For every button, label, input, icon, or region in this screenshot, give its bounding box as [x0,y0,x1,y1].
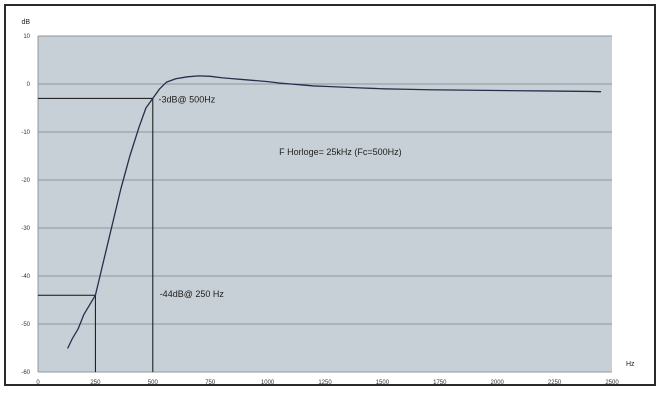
x-tick-label-2: 500 [148,380,159,386]
x-tick-label-7: 1750 [433,380,447,386]
plot-area [38,36,612,372]
x-tick-label-3: 750 [205,380,216,386]
y-tick-label-1: 0 [27,82,31,88]
x-tick-label-1: 250 [90,380,101,386]
x-tick-label-10: 2500 [605,380,619,386]
y-tick-label-5: -40 [21,274,30,280]
y-tick-label-6: -50 [21,322,30,328]
y-tick-label-3: -20 [21,178,30,184]
y-tick-label-0: 10 [23,34,30,40]
x-tick-label-8: 2000 [491,380,505,386]
frequency-response-series-line [67,75,602,349]
x-tick-label-9: 2250 [548,380,562,386]
annotation-label-1: F Horloge= 25kHz (Fc=500Hz) [279,147,402,157]
x-tick-label-4: 1000 [261,380,275,386]
annotation-label-2: -44dB@ 250 Hz [160,289,225,299]
y-unit-label: dB [21,19,30,26]
y-tick-label-7: -60 [21,370,30,376]
x-tick-label-0: 0 [36,380,40,386]
annotation-label-0: -3dB@ 500Hz [159,94,216,104]
x-tick-label-6: 1500 [376,380,390,386]
y-tick-label-4: -30 [21,226,30,232]
y-tick-label-2: -10 [21,130,30,136]
x-tick-label-5: 1250 [318,380,332,386]
x-unit-label: Hz [626,361,635,368]
